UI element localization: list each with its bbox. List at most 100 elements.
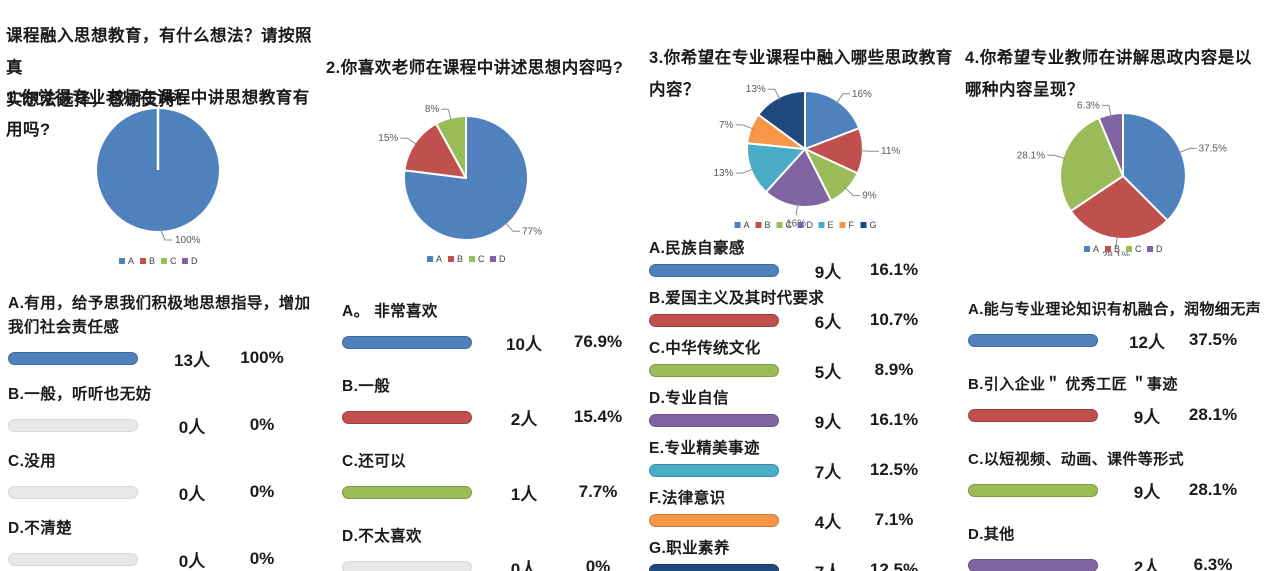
answer-item: C.还可以 1人 7.7% <box>342 450 642 504</box>
pie-label-leader <box>1115 235 1118 248</box>
answer-option-label: D.不太喜欢 <box>342 528 422 545</box>
legend-label-B: B <box>765 220 771 230</box>
answer-percent: 0% <box>249 549 275 568</box>
answer-option-label: A.民族自豪感 <box>649 240 745 257</box>
option-bar <box>649 463 779 477</box>
legend-swatch-G <box>860 222 867 228</box>
option-bar <box>8 552 138 566</box>
pie-percent-label: 15% <box>378 133 398 144</box>
question-1-answers: A.有用，给予思我们积极地思想指导，增加我们社会责任感 13人 100% B.一般，听… <box>8 292 320 571</box>
option-bar <box>342 410 472 424</box>
pie-label-leader <box>1178 147 1197 154</box>
answer-option-label: C.还可以 <box>342 453 407 470</box>
legend-swatch-A <box>427 256 433 262</box>
option-bar <box>968 333 1098 347</box>
legend-swatch-A <box>1084 246 1090 252</box>
answer-option-label: B.一般 <box>342 378 391 395</box>
answer-item: B.引入企业＂ 优秀工匠 ＂事迹 9人 28.1% <box>968 373 1266 427</box>
option-bar <box>649 363 779 377</box>
question-4-answers: A.能与专业理论知识有机融合，润物细无声 12人 37.5% B.引入企业＂ 优秀工匠… <box>968 298 1266 571</box>
answer-bar-row: 2人 6.3% <box>968 555 1266 571</box>
pie-label-leader <box>735 168 754 174</box>
legend-swatch-E <box>818 222 825 228</box>
option-bar <box>342 560 472 571</box>
answer-option-label: F.法律意识 <box>649 490 726 507</box>
answer-item: G.职业素养 7人 12.5% <box>649 538 955 571</box>
answer-bar-row: 0人 0% <box>8 549 320 571</box>
pie-label-leader <box>400 137 418 146</box>
answer-bar-row: 0人 0% <box>8 482 320 504</box>
pie-label-leader <box>767 88 781 101</box>
answer-percent: 6.3% <box>1193 555 1233 571</box>
option-bar <box>649 263 779 277</box>
answer-percent: 28.1% <box>1188 480 1238 499</box>
answer-option-label: D.不清楚 <box>8 520 73 537</box>
legend-swatch-A <box>734 222 741 228</box>
legend-swatch-D <box>1147 246 1153 252</box>
option-bar <box>649 513 779 527</box>
answer-item: B.爱国主义及其时代要求 6人 10.7% <box>649 288 955 332</box>
answer-option-label: B.一般，听听也无妨 <box>8 386 152 403</box>
intro-line-2: 实想法选择，感谢支持！ <box>6 91 193 109</box>
pie-percent-label: 6.3% <box>1077 100 1100 111</box>
answer-option-label: E.专业精美事迹 <box>649 440 760 457</box>
pie-percent-label: 100% <box>175 235 201 246</box>
option-bar <box>649 313 779 327</box>
answer-item: A。 非常喜欢 10人 76.9% <box>342 300 642 354</box>
pie-label-leader <box>441 108 452 122</box>
legend-label-D: D <box>191 256 198 266</box>
pie-label-leader <box>844 186 861 197</box>
option-bar <box>968 558 1098 571</box>
legend-swatch-C <box>469 256 475 262</box>
answer-count: 7人 <box>799 558 857 571</box>
question-2-title: 2.你喜欢老师在课程中讲述思想内容吗? <box>326 59 624 77</box>
legend-swatch-D <box>797 222 804 228</box>
legend-swatch-B <box>1105 246 1111 252</box>
answer-bar-row: 0人 0% <box>8 415 320 437</box>
legend-swatch-B <box>140 258 146 264</box>
answer-bar-row: 12人 37.5% <box>968 330 1266 352</box>
pie-percent-label: 28.1% <box>1017 150 1045 161</box>
answer-percent: 0% <box>585 557 611 571</box>
pie-percent-label: 28.1% <box>1102 251 1130 256</box>
answer-bar-row: 13人 100% <box>8 348 320 370</box>
option-bar <box>968 483 1098 497</box>
pie-percent-label: 16% <box>786 218 806 229</box>
answer-count: 0人 <box>178 551 206 571</box>
pie-label-leader <box>1101 104 1112 118</box>
answer-percent: 8.9% <box>874 360 914 379</box>
answer-item: B.一般 2人 15.4% <box>342 375 642 429</box>
legend-label-C: C <box>1135 244 1142 254</box>
legend-swatch-D <box>182 258 188 264</box>
answer-bar-row: 1人 7.7% <box>342 482 642 504</box>
legend-label-B: B <box>149 256 155 266</box>
pie-label-leader <box>504 221 520 232</box>
legend-label-D: D <box>807 220 814 230</box>
pie-percent-label: 7% <box>719 120 734 131</box>
answer-bar-row: 9人 16.1% <box>649 410 955 432</box>
survey-intro-text: 课程融入思想教育，有什么想法？请按照真 实想法选择，感谢支持！ <box>6 20 318 116</box>
answer-item: D.不清楚 0人 0% <box>8 517 320 571</box>
answer-bar-row: 9人 28.1% <box>968 480 1266 502</box>
pie-chart-q2: 77% 15% 8% A B C D <box>378 104 542 264</box>
answer-item: E.专业精美事迹 7人 12.5% <box>649 438 955 482</box>
answer-count: 10人 <box>506 334 542 354</box>
answer-count: 2人 <box>1133 557 1161 571</box>
answer-option-label: A.有用，给予思我们积极地思想指导，增加我们社会责任感 <box>8 295 311 336</box>
answer-count: 0人 <box>178 484 206 504</box>
answer-option-label: C.中华传统文化 <box>649 340 761 357</box>
answer-percent: 100% <box>240 348 284 367</box>
answer-item: D.专业自信 9人 16.1% <box>649 388 955 432</box>
pie-percent-label: 13% <box>746 84 766 95</box>
answer-count: 13人 <box>174 350 210 370</box>
answer-bar-row: 9人 28.1% <box>968 405 1266 427</box>
answer-option-label: D.专业自信 <box>649 390 729 407</box>
question-1-panel: 课程融入思想教育，有什么想法？请按照真 实想法选择，感谢支持！ 1.你觉得专业老… <box>0 0 322 571</box>
answer-option-label: C.没用 <box>8 453 57 470</box>
answer-percent: 15.4% <box>573 407 623 426</box>
pie-label-leader <box>735 124 754 130</box>
answer-option-label: C.以短视频、动画、课件等形式 <box>968 451 1185 468</box>
pie-percent-label: 13% <box>713 168 733 179</box>
answer-percent: 12.5% <box>869 460 919 479</box>
